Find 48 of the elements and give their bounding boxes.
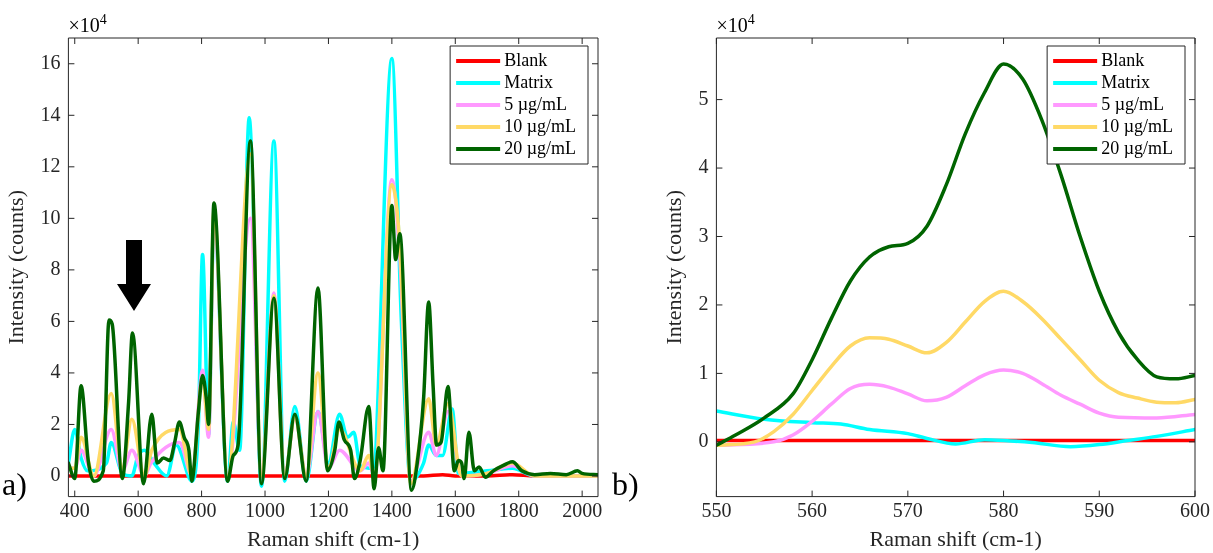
- y-tick-label: 14: [40, 102, 61, 125]
- legend-label: Matrix: [504, 71, 554, 92]
- legend-label: 5 µg/mL: [504, 93, 568, 114]
- x-tick-label: 1400: [371, 498, 412, 521]
- x-tick-label: 600: [1180, 498, 1210, 521]
- text: b): [612, 465, 639, 502]
- x-tick-label: 600: [123, 498, 154, 521]
- x-tick-label: 1800: [498, 498, 539, 521]
- y-tick-label: 1: [698, 360, 709, 383]
- y-tick-label: 8: [50, 257, 61, 280]
- y-tick-label: 0: [698, 429, 709, 452]
- y-tick-label: 5: [698, 86, 709, 109]
- y-tick-label: 3: [698, 223, 709, 246]
- y-tick-label: 16: [40, 51, 61, 74]
- legend-label: 10 µg/mL: [504, 115, 577, 136]
- y-tick-label: 2: [50, 411, 61, 434]
- x-tick-label: 2000: [562, 498, 603, 521]
- y-axis-title: Intensity (counts): [2, 190, 28, 345]
- x-tick-label: 800: [186, 498, 217, 521]
- legend-label: Blank: [1101, 49, 1145, 70]
- x-tick-label: 1600: [435, 498, 476, 521]
- line-series: [716, 409, 1195, 449]
- legend-label: 10 µg/mL: [1101, 115, 1174, 136]
- legend-label: 20 µg/mL: [504, 137, 577, 158]
- x-tick-label: 550: [701, 498, 732, 521]
- x-axis-title: Raman shift (cm-1): [869, 525, 1042, 551]
- y-tick-label: 0: [50, 463, 61, 486]
- line-series: [716, 289, 1195, 448]
- y-tick-label: 6: [50, 308, 61, 331]
- y-tick-label: 12: [40, 154, 61, 177]
- y-axis-title: Intensity (counts): [660, 190, 686, 345]
- text: a): [2, 465, 27, 502]
- legend-label: Matrix: [1101, 71, 1151, 92]
- legend-label: Blank: [504, 49, 548, 70]
- x-tick-label: 560: [797, 498, 828, 521]
- y-tick-label: 2: [698, 292, 709, 315]
- x-tick-label: 570: [892, 498, 923, 521]
- x-tick-label: 580: [988, 498, 1019, 521]
- y-tick-label: 10: [40, 205, 61, 228]
- y-tick-label: 4: [698, 155, 709, 178]
- x-tick-label: 1200: [308, 498, 349, 521]
- x-tick-label: 1000: [245, 498, 286, 521]
- x-tick-label: 400: [59, 498, 90, 521]
- legend-label: 20 µg/mL: [1101, 137, 1174, 158]
- x-tick-label: 590: [1084, 498, 1115, 521]
- x-axis-title: Raman shift (cm-1): [247, 525, 420, 551]
- legend-label: 5 µg/mL: [1101, 93, 1165, 114]
- y-tick-label: 4: [50, 360, 61, 383]
